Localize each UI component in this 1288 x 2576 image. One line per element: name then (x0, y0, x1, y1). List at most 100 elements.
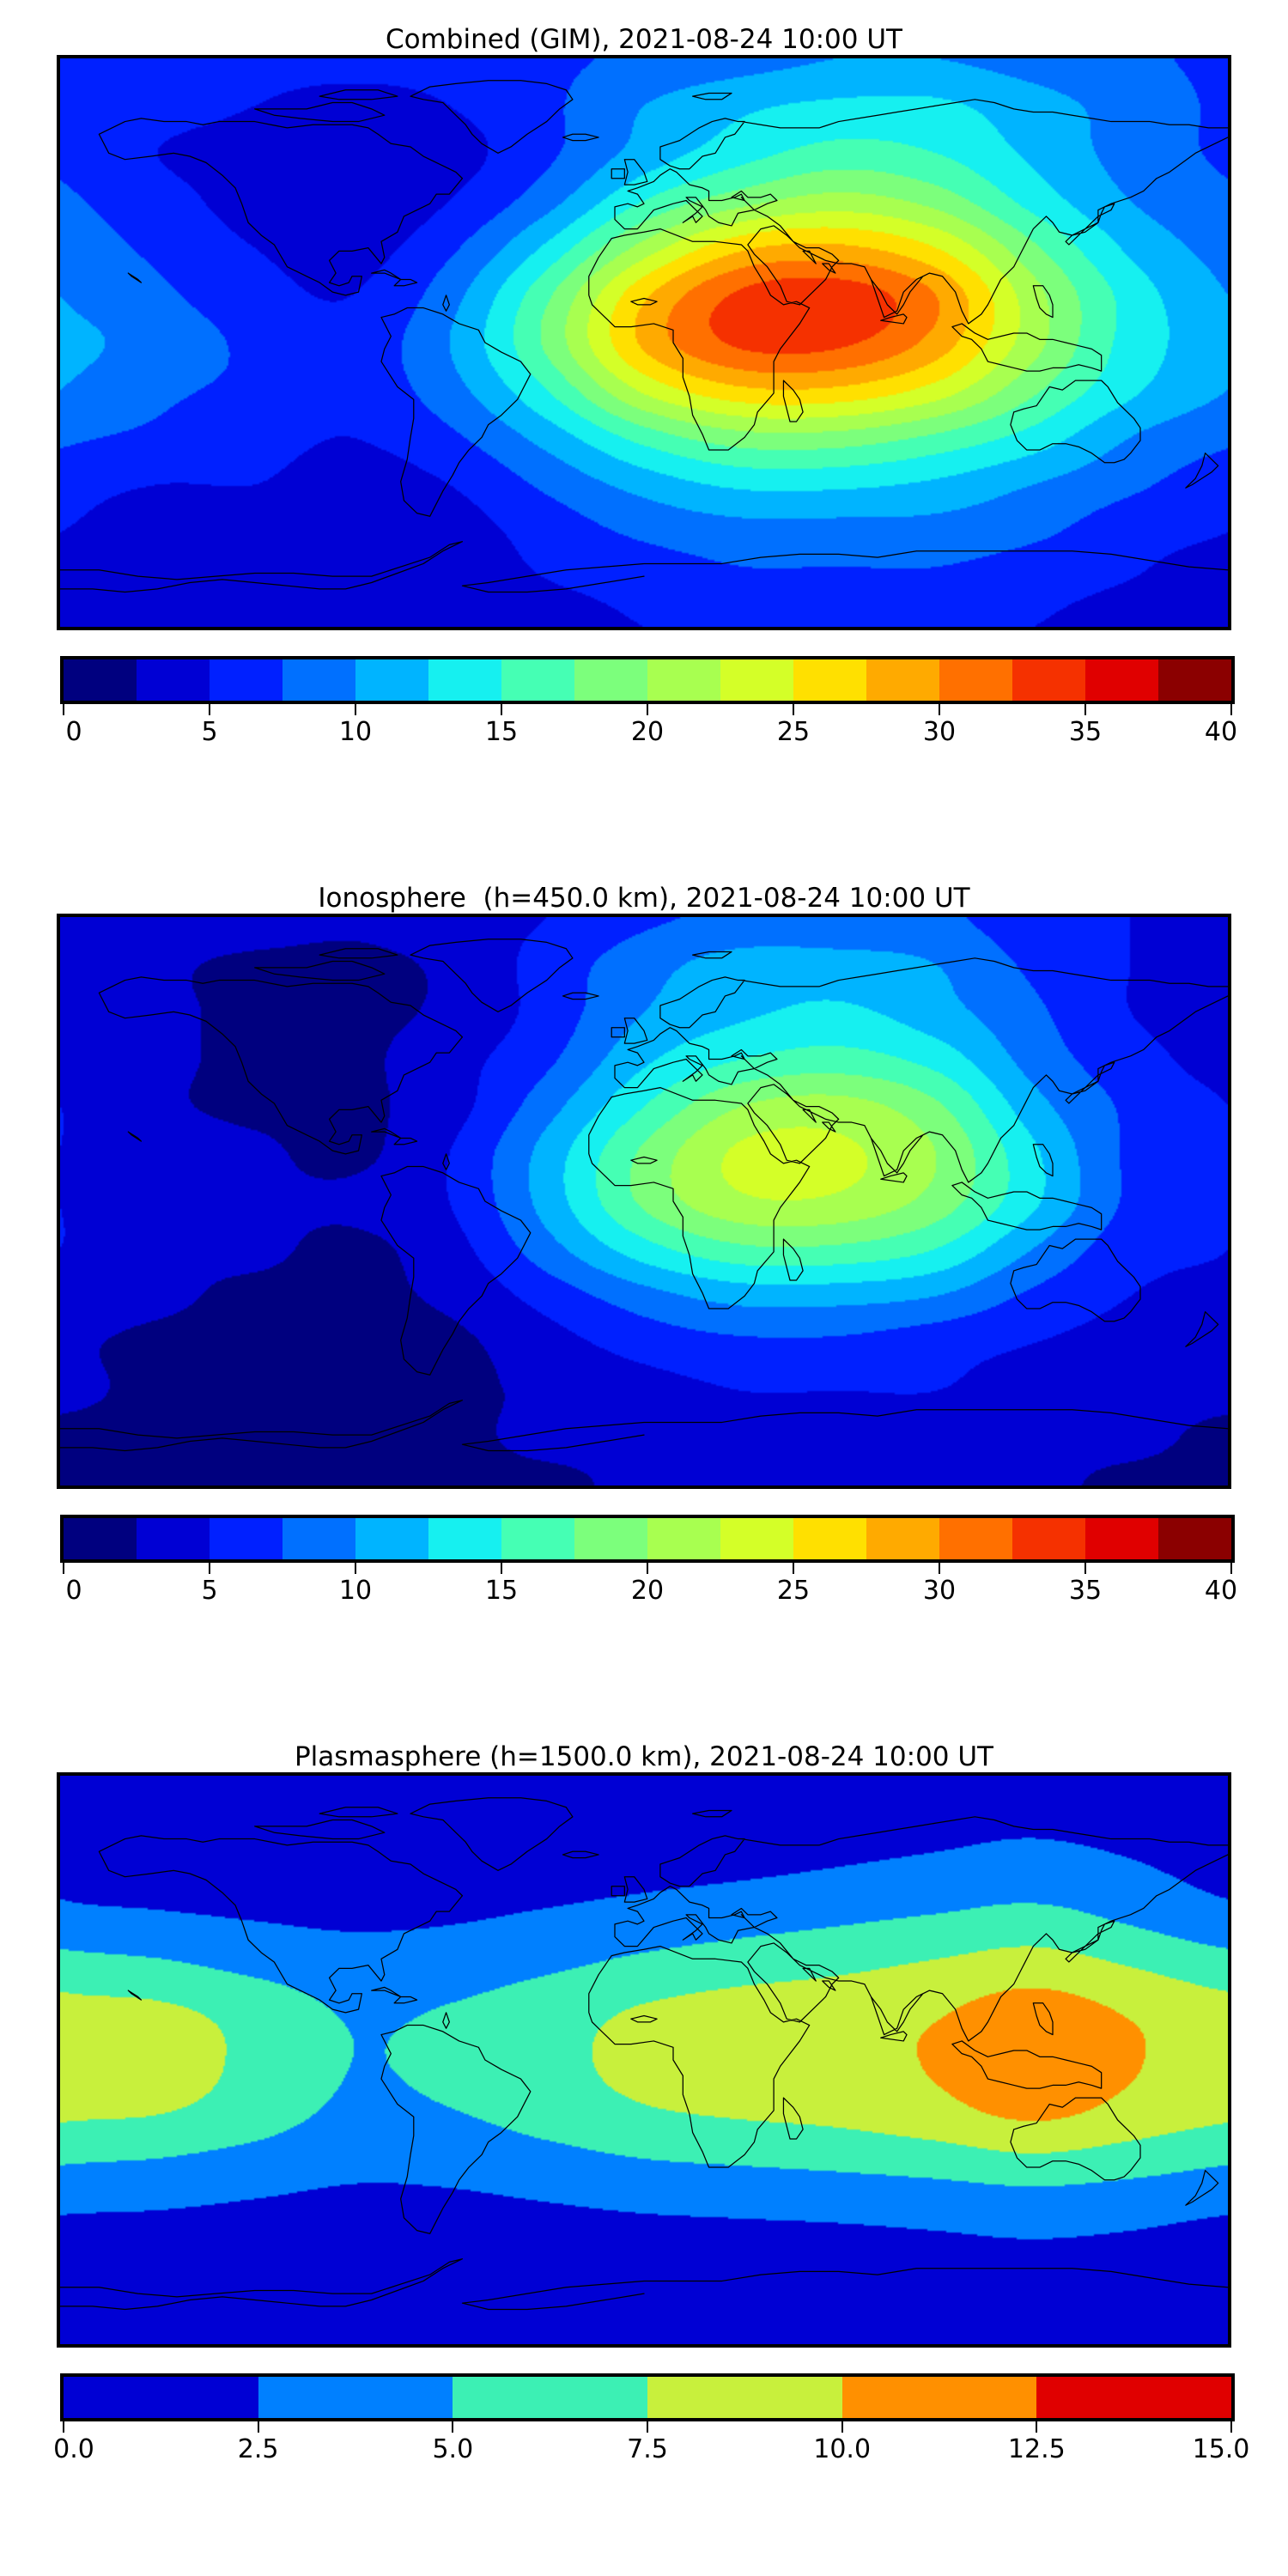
colorbar-tick (1084, 704, 1086, 715)
tec-field-ionosphere (60, 917, 1228, 1485)
map-ionosphere (57, 914, 1231, 1489)
colorbar-tick-label: 30 (922, 1576, 957, 1606)
colorbar-segment-1 (137, 659, 210, 701)
colorbar-tick-label: 10 (338, 717, 373, 747)
colorbar-tick-label: 15 (484, 717, 519, 747)
colorbar-gradient-plasmasphere[interactable] (60, 2373, 1235, 2421)
colorbar-tick-label: 5 (201, 1576, 218, 1606)
colorbar-tick (209, 704, 210, 715)
colorbar-tick (257, 2421, 259, 2433)
colorbar-tick-label: 12.5 (1007, 2434, 1066, 2464)
colorbar-segment-3 (647, 2377, 842, 2418)
colorbar-segment-4 (841, 2377, 1037, 2418)
colorbar-tick (1230, 704, 1232, 715)
colorbar-tick (355, 1563, 356, 1574)
colorbar-segment-15 (1158, 659, 1231, 701)
colorbar-tick-label: 25 (776, 1576, 811, 1606)
colorbar-segment-0 (64, 1518, 137, 1559)
colorbar-ticks-plasmasphere (60, 2421, 1235, 2433)
panel-title-ionosphere: Ionosphere (h=450.0 km), 2021-08-24 10:0… (318, 883, 970, 914)
colorbar-tick-label: 5 (201, 717, 218, 747)
colorbar-tick-label: 5.0 (432, 2434, 474, 2464)
panel-ionosphere: Ionosphere (h=450.0 km), 2021-08-24 10:0… (0, 883, 1288, 1610)
colorbar-tick-label: 15 (484, 1576, 519, 1606)
colorbar-segment-14 (1085, 659, 1158, 701)
colorbar-tick-label: 0.0 (53, 2434, 94, 2464)
colorbar-tick-label: 20 (630, 1576, 665, 1606)
colorbar-segment-3 (283, 659, 355, 701)
colorbar-segment-2 (210, 659, 283, 701)
colorbar-tick-label: 35 (1068, 717, 1103, 747)
colorbar-segment-4 (355, 1518, 428, 1559)
colorbar-tick-label: 15.0 (1192, 2434, 1250, 2464)
colorbar-labels-combined: 0 5 10 15 20 25 30 35 40 (60, 715, 1238, 751)
colorbar-segment-4 (355, 659, 428, 701)
colorbar-segment-8 (647, 1518, 720, 1559)
colorbar-tick (63, 2421, 64, 2433)
colorbar-gradient-combined[interactable] (60, 656, 1235, 704)
colorbar-segment-12 (939, 659, 1012, 701)
colorbar-ticks-ionosphere (60, 1563, 1235, 1574)
colorbar-tick-label: 0 (65, 717, 82, 747)
colorbar-tick (63, 704, 64, 715)
colorbar-segment-5 (428, 1518, 501, 1559)
colorbar-segment-10 (793, 659, 866, 701)
colorbar-segment-10 (793, 1518, 866, 1559)
panel-plasmasphere: Plasmasphere (h=1500.0 km), 2021-08-24 1… (0, 1741, 1288, 2469)
colorbar-tick-label: 2.5 (237, 2434, 279, 2464)
colorbar-segment-9 (720, 659, 793, 701)
colorbar-segment-9 (720, 1518, 793, 1559)
colorbar-segment-7 (574, 1518, 647, 1559)
colorbar-tick (1036, 2421, 1038, 2433)
colorbar-segment-6 (501, 1518, 574, 1559)
colorbar-segment-2 (210, 1518, 283, 1559)
colorbar-segment-1 (258, 2377, 453, 2418)
colorbar-tick (501, 704, 502, 715)
colorbar-ionosphere: 0 5 10 15 20 25 30 35 40 (60, 1515, 1237, 1610)
colorbar-tick-label: 40 (1204, 1576, 1238, 1606)
colorbar-ticks-combined (60, 704, 1235, 715)
colorbar-segment-12 (939, 1518, 1012, 1559)
colorbar-tick (452, 2421, 454, 2433)
colorbar-tick (1084, 1563, 1086, 1574)
colorbar-segment-2 (453, 2377, 648, 2418)
colorbar-tick (1230, 1563, 1232, 1574)
colorbar-tick (647, 704, 648, 715)
colorbar-segment-3 (283, 1518, 355, 1559)
colorbar-segment-1 (137, 1518, 210, 1559)
colorbar-tick (793, 704, 794, 715)
colorbar-labels-ionosphere: 0 5 10 15 20 25 30 35 40 (60, 1574, 1238, 1610)
colorbar-tick (355, 704, 356, 715)
colorbar-tick-label: 10 (338, 1576, 373, 1606)
colorbar-tick-label: 7.5 (627, 2434, 668, 2464)
colorbar-tick-label: 0 (65, 1576, 82, 1606)
colorbar-segment-7 (574, 659, 647, 701)
colorbar-tick (1230, 2421, 1232, 2433)
colorbar-segment-14 (1085, 1518, 1158, 1559)
colorbar-plasmasphere: 0.0 2.5 5.0 7.5 10.0 12.5 15.0 (53, 2373, 1249, 2469)
panel-title-combined: Combined (GIM), 2021-08-24 10:00 UT (386, 24, 902, 55)
colorbar-gradient-ionosphere[interactable] (60, 1515, 1235, 1563)
colorbar-tick (841, 2421, 843, 2433)
colorbar-tick (501, 1563, 502, 1574)
colorbar-segment-11 (866, 1518, 939, 1559)
colorbar-tick (209, 1563, 210, 1574)
map-combined-gim (57, 55, 1231, 630)
map-plasmasphere (57, 1772, 1231, 2348)
colorbar-tick (647, 2421, 648, 2433)
colorbar-tick-label: 10.0 (813, 2434, 872, 2464)
colorbar-tick-label: 25 (776, 717, 811, 747)
colorbar-tick-label: 40 (1204, 717, 1238, 747)
colorbar-tick-label: 30 (922, 717, 957, 747)
panel-title-plasmasphere: Plasmasphere (h=1500.0 km), 2021-08-24 1… (294, 1741, 993, 1772)
colorbar-segment-11 (866, 659, 939, 701)
tec-field-plasmasphere (60, 1776, 1228, 2344)
colorbar-segment-8 (647, 659, 720, 701)
colorbar-labels-plasmasphere: 0.0 2.5 5.0 7.5 10.0 12.5 15.0 (53, 2433, 1249, 2469)
colorbar-tick-label: 35 (1068, 1576, 1103, 1606)
colorbar-segment-13 (1012, 659, 1085, 701)
colorbar-segment-5 (428, 659, 501, 701)
colorbar-combined: 0 5 10 15 20 25 30 35 40 (60, 656, 1237, 751)
colorbar-segment-6 (501, 659, 574, 701)
